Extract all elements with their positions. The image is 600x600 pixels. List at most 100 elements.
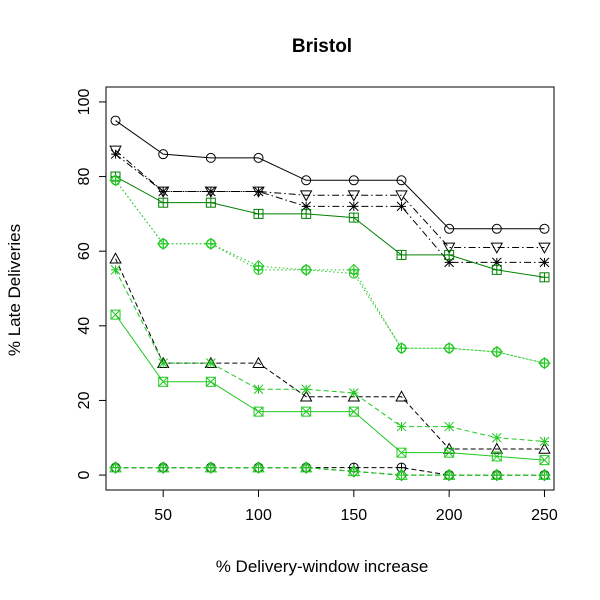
data-point [444, 447, 455, 458]
data-point-detail [205, 186, 216, 197]
data-point [539, 223, 550, 234]
data-point-detail [110, 309, 121, 320]
data-point [299, 461, 313, 473]
data-point-detail [158, 376, 169, 387]
data-point-detail [396, 421, 407, 432]
series-line [115, 467, 545, 476]
data-point-detail [348, 201, 359, 212]
data-point [253, 152, 264, 163]
series-series-2 [109, 145, 551, 254]
x-tick-label: 150 [340, 507, 367, 524]
series-line [115, 467, 545, 476]
data-point [490, 442, 504, 454]
data-point [538, 468, 551, 480]
data-point [395, 190, 408, 202]
data-point-detail [158, 358, 169, 368]
series-line [115, 467, 545, 476]
data-point [109, 252, 122, 264]
data-point-detail [301, 406, 312, 417]
data-point-detail [539, 455, 550, 466]
plot-frame [105, 86, 555, 491]
data-point-detail [444, 447, 455, 458]
series-series-13 [109, 461, 551, 480]
x-tick-label: 250 [531, 507, 558, 524]
series-series-8 [110, 264, 550, 447]
y-tick-label: 60 [76, 242, 93, 260]
data-point [348, 406, 359, 417]
x-tick-label: 200 [436, 507, 463, 524]
data-point [396, 175, 407, 186]
data-point [109, 461, 122, 473]
data-point [442, 468, 456, 480]
data-point [491, 451, 502, 462]
data-point [252, 461, 265, 473]
data-point-detail [205, 358, 216, 368]
series-line [115, 269, 545, 442]
data-point [490, 468, 504, 480]
series-series-7 [109, 252, 551, 454]
data-point [158, 376, 169, 387]
data-point [156, 461, 170, 473]
y-tick-label: 100 [76, 88, 93, 115]
data-point [158, 149, 169, 160]
series-line [115, 258, 545, 450]
data-point-detail [396, 447, 407, 458]
series-series-10 [110, 462, 550, 481]
data-point [442, 242, 456, 254]
x-tick-label: 50 [154, 507, 172, 524]
data-point-detail [539, 436, 550, 447]
y-tick-label: 0 [76, 471, 93, 480]
chart-title: Bristol [292, 36, 352, 57]
series-line [115, 176, 545, 278]
data-point-detail [539, 257, 550, 268]
series-series-3 [110, 149, 550, 268]
x-axis-label: % Delivery-window increase [216, 557, 429, 576]
y-tick-label: 40 [76, 317, 93, 335]
data-point-detail [444, 421, 455, 432]
data-point [205, 376, 216, 387]
series-series-4 [110, 171, 550, 283]
data-point-detail [348, 406, 359, 417]
data-point [205, 152, 216, 163]
data-point [347, 464, 361, 477]
series-layer [109, 115, 551, 482]
data-point [539, 455, 550, 466]
data-point [299, 390, 313, 402]
data-point [396, 447, 407, 458]
series-series-9 [110, 309, 550, 466]
series-line [115, 153, 545, 263]
y-axis-label: % Late Deliveries [5, 224, 24, 356]
data-point [253, 406, 264, 417]
series-line [115, 314, 545, 461]
y-tick-label: 20 [76, 391, 93, 409]
axes: 50 100 150 200 250 0 20 40 60 80 100 [76, 86, 558, 524]
data-point-detail [158, 186, 169, 197]
data-point-detail [253, 186, 264, 197]
series-series-6 [110, 175, 550, 369]
data-point [490, 242, 504, 254]
data-point [301, 406, 312, 417]
data-point-detail [348, 388, 359, 398]
data-point-detail [396, 201, 407, 212]
data-point [299, 190, 313, 202]
series-series-11 [109, 461, 551, 482]
series-series-1 [110, 115, 550, 234]
data-point [348, 175, 359, 186]
data-point [347, 190, 361, 202]
series-line [115, 179, 545, 364]
data-point-detail [491, 432, 502, 443]
series-line [115, 467, 545, 476]
data-point [252, 356, 265, 368]
x-tick-label: 100 [245, 507, 272, 524]
y-tick-label: 80 [76, 168, 93, 186]
data-point-detail [110, 149, 121, 160]
data-point-detail [301, 384, 312, 395]
data-point-detail [491, 451, 502, 462]
data-point-detail [110, 264, 121, 275]
series-line [115, 120, 545, 230]
data-point [538, 242, 551, 254]
data-point [395, 468, 408, 480]
series-line [115, 150, 545, 248]
data-point [538, 442, 551, 454]
